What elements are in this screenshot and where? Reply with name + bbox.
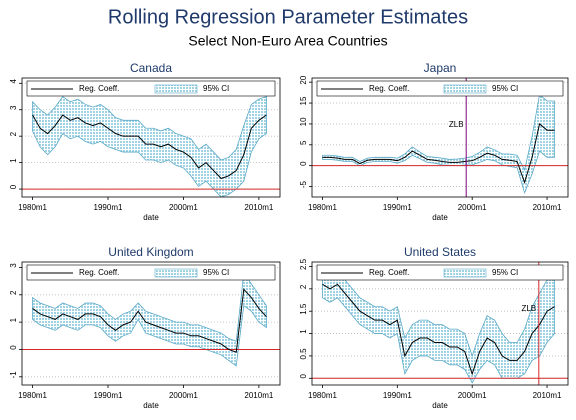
ci-band [32,95,267,197]
y-tick-label: 1 [9,317,18,322]
legend-box [26,264,276,281]
legend-swatch [154,268,198,278]
x-tick-label: 1990m1 [94,391,123,400]
y-tick-label: 2 [9,131,18,136]
plot-area [22,95,280,197]
x-tick-label: 2000m1 [458,203,487,212]
figure-title: Rolling Regression Parameter Estimates [108,6,468,28]
legend-label: Reg. Coeff. [369,84,409,93]
y-tick-label: 0 [9,184,18,189]
y-tick-label: 0.5 [299,348,308,360]
y-tick-label: 3 [9,105,18,110]
ci-band [32,271,267,367]
plot-frame [21,261,281,386]
y-tick-label: 2.5 [299,258,308,270]
legend-box [26,80,276,97]
x-tick-label: 2010m1 [244,203,273,212]
legend-box [316,264,564,281]
x-tick-label: 2010m1 [533,203,562,212]
zlb-label: ZLB [521,304,536,313]
legend-label: Reg. Coeff. [79,84,119,93]
coef-line [32,288,267,353]
legend-label: 95% CI [203,84,229,93]
legend-label: 95% CI [203,268,229,277]
x-axis-label: date [143,401,159,410]
coef-line [322,123,555,184]
y-tick-label: 3 [9,263,18,268]
y-tick-label: 15 [299,96,308,105]
legend-swatch [443,84,487,94]
y-tick-label: 1 [9,158,18,163]
legend-swatch [443,268,487,278]
plot-frame [311,77,569,198]
y-tick-label: 2 [9,290,18,295]
x-axis-label: date [432,213,448,222]
legend-label: 95% CI [492,84,518,93]
y-tick-label: 1 [299,329,308,334]
plot-frame [21,77,281,198]
x-tick-label: 1980m1 [308,391,337,400]
x-tick-label: 2000m1 [169,203,198,212]
x-tick-label: 2010m1 [533,391,562,400]
panel-title: United States [404,245,476,259]
x-tick-label: 1980m1 [18,391,47,400]
plot-frame [311,261,569,386]
coef-line [322,283,555,376]
panel-title: Japan [424,61,457,75]
y-tick-label: 2 [299,284,308,289]
panel-title: Canada [130,61,172,75]
y-tick-label: 4 [9,79,18,84]
y-tick-label: 0 [299,374,308,379]
x-axis-label: date [143,213,159,222]
y-tick-label: 1.5 [299,303,308,315]
x-tick-label: 1980m1 [18,203,47,212]
ci-band [322,93,555,195]
zlb-label: ZLB [449,120,464,129]
plot-area [312,78,568,197]
x-axis-label: date [432,401,448,410]
x-tick-label: 2000m1 [458,391,487,400]
panel-title: United Kingdom [108,245,193,259]
x-tick-label: 2010m1 [244,391,273,400]
y-tick-label: 5 [299,140,308,145]
plot-area [22,271,280,367]
x-tick-label: 1990m1 [383,203,412,212]
legend-label: 95% CI [492,268,518,277]
legend-swatch [154,84,198,94]
x-tick-label: 2000m1 [169,391,198,400]
x-tick-label: 1990m1 [383,391,412,400]
y-tick-label: -5 [299,180,308,188]
figure-subtitle: Select Non-Euro Area Countries [188,33,387,49]
plot-area [312,262,568,385]
legend-label: Reg. Coeff. [369,268,409,277]
y-tick-label: -1 [9,371,18,379]
y-tick-label: 0 [299,161,308,166]
ci-band [322,270,555,384]
legend-label: Reg. Coeff. [79,268,119,277]
y-tick-label: 20 [299,75,308,84]
coef-line [32,114,267,180]
x-tick-label: 1980m1 [308,203,337,212]
x-tick-label: 1990m1 [94,203,123,212]
legend-box [316,80,564,97]
y-tick-label: 0 [9,345,18,350]
y-tick-label: 10 [299,117,308,126]
